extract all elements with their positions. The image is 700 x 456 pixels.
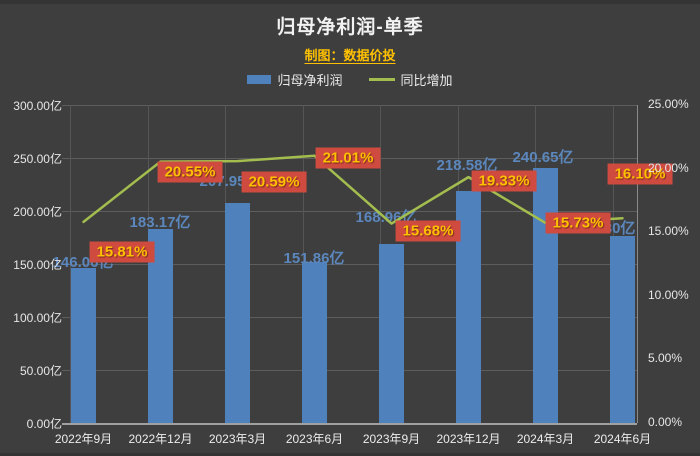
yoy-percent-label: 15.73%: [545, 212, 611, 234]
bar-value-label: 183.17亿: [129, 214, 191, 231]
right-axis-tick: 20.00%: [648, 160, 689, 175]
right-axis-tick: 10.00%: [648, 287, 689, 302]
x-axis-label: 2023年3月: [208, 432, 267, 446]
left-axis-tick: 200.00亿: [13, 205, 62, 219]
x-axis-label: 2024年3月: [516, 432, 575, 446]
right-axis-tick: 15.00%: [648, 224, 689, 239]
yoy-percent-label: 21.01%: [315, 147, 381, 169]
left-axis-tick: 250.00亿: [13, 152, 62, 166]
bar-value-label: 151.86亿: [283, 250, 345, 267]
x-axis-label: 2022年12月: [128, 432, 193, 446]
legend-label-net-profit: 归母净利润: [277, 73, 343, 88]
left-axis-tick: 100.00亿: [13, 311, 62, 325]
legend-item-yoy: 同比增加: [368, 70, 453, 89]
chart-subtitle-text: 制图：数据价投: [304, 48, 396, 63]
right-axis-tick: 25.00%: [648, 97, 689, 111]
right-axis-tick: 0.00%: [648, 415, 683, 429]
bar-2023年9月: [379, 243, 404, 423]
yoy-percent-label: 20.59%: [241, 171, 307, 193]
gridline-horizontal: [62, 105, 637, 106]
line-series-swatch-icon: [368, 78, 395, 81]
bottom-edge-strip: [0, 453, 700, 456]
left-axis-tick: 0.00亿: [26, 417, 62, 431]
x-axis-label: 2023年9月: [362, 432, 421, 446]
legend-item-net-profit: 归母净利润: [247, 70, 343, 89]
gridline-horizontal: [62, 370, 637, 371]
plot-right-border: [637, 105, 638, 423]
bar-2024年6月: [610, 236, 635, 423]
left-axis-tick: 150.00亿: [13, 258, 62, 272]
legend: 归母净利润 同比增加: [0, 70, 700, 89]
x-axis-label: 2023年12月: [436, 432, 501, 446]
x-axis-label: 2024年6月: [593, 432, 652, 446]
yoy-percent-label: 15.81%: [89, 241, 155, 263]
x-axis-line: [62, 423, 637, 425]
bar-value-label: 240.65亿: [512, 149, 574, 166]
left-axis-tick: 300.00亿: [13, 99, 62, 113]
gridline-horizontal: [62, 264, 637, 265]
bar-2022年9月: [71, 268, 96, 423]
yoy-percent-label: 16.10%: [607, 163, 673, 185]
yoy-percent-label: 15.68%: [395, 220, 461, 242]
bar-2023年3月: [225, 202, 250, 423]
x-axis-label: 2023年6月: [285, 432, 344, 446]
bar-series-swatch-icon: [247, 75, 272, 84]
chart-subtitle: 制图：数据价投: [0, 45, 700, 64]
right-axis-tick: 5.00%: [648, 351, 683, 366]
chart-title: 归母净利润-单季: [276, 17, 424, 38]
top-edge-strip: [0, 0, 700, 4]
bar-2023年6月: [302, 262, 327, 423]
gridline-vertical: [70, 105, 71, 423]
legend-label-yoy: 同比增加: [400, 73, 453, 88]
left-axis-tick: 50.00亿: [19, 364, 62, 378]
yoy-percent-label: 19.33%: [471, 170, 537, 192]
yoy-percent-label: 20.55%: [157, 161, 223, 183]
gridline-horizontal: [62, 317, 637, 318]
bar-2024年3月: [533, 167, 558, 423]
x-axis-label: 2022年9月: [54, 432, 113, 446]
